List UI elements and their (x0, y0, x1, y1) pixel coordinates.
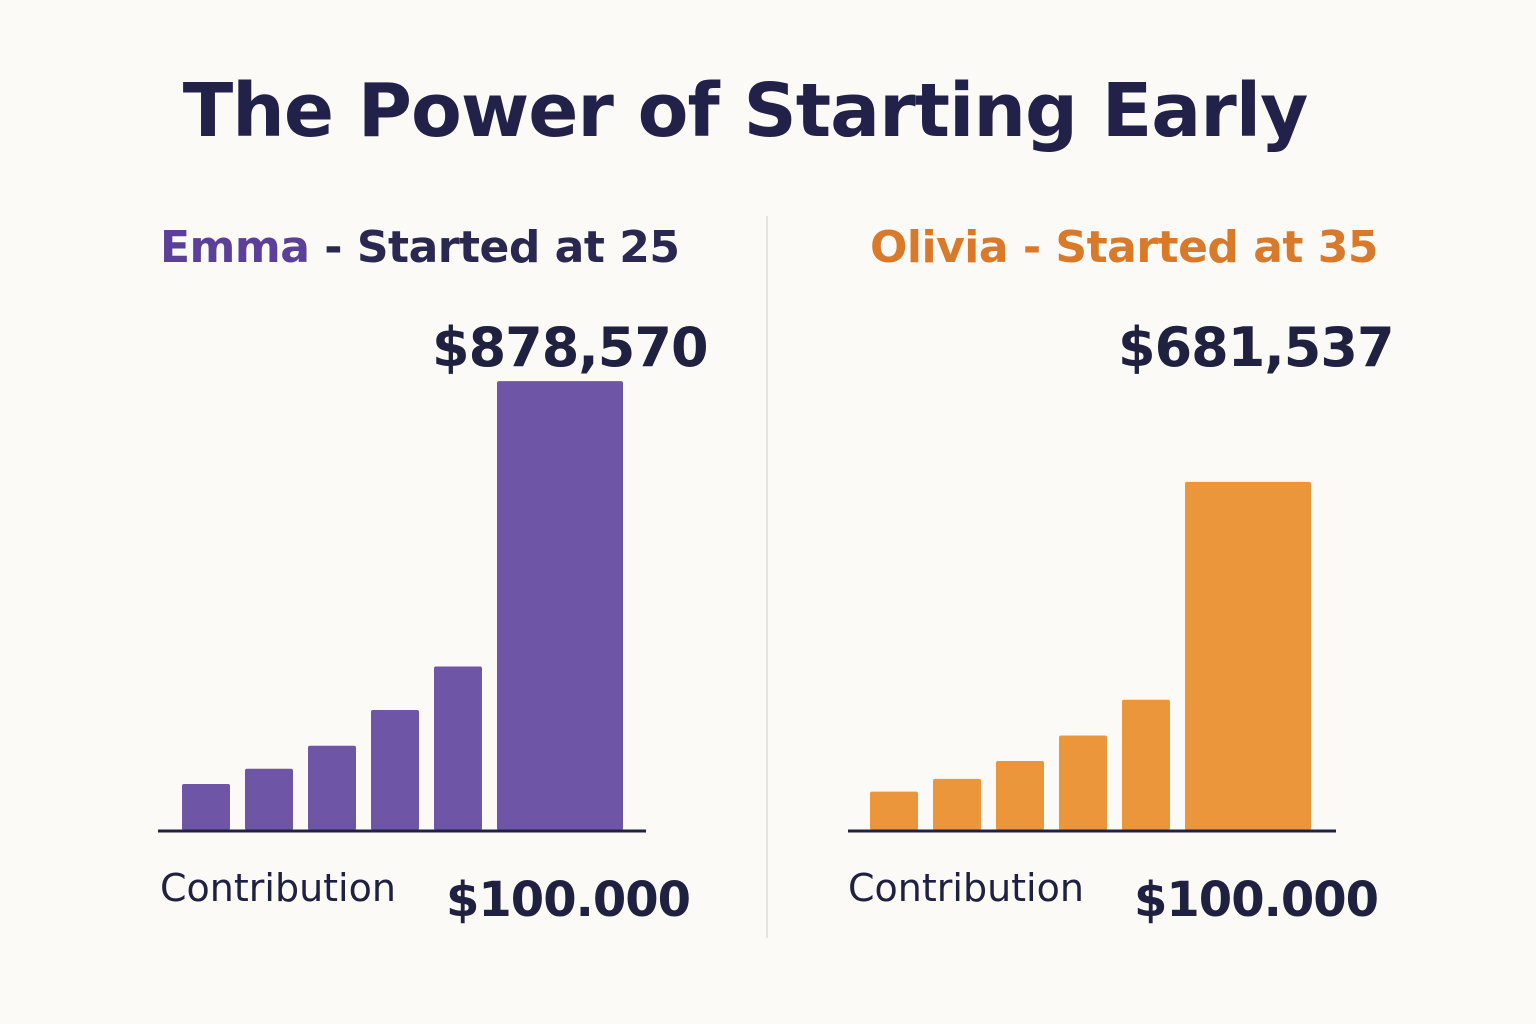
olivia-total-label: $681,537 (1118, 316, 1395, 379)
olivia-bar-1 (870, 791, 918, 830)
olivia-bar-4 (1059, 735, 1107, 830)
emma-bar-6 (497, 381, 623, 830)
emma-bar-2 (245, 768, 293, 830)
olivia-bar-3 (996, 761, 1044, 830)
olivia-panel: Olivia - Started at 35 $681,537 Contribu… (780, 0, 1520, 1024)
olivia-bar-chart (848, 481, 1336, 833)
emma-total-label: $878,570 (432, 316, 709, 379)
page-title: The Power of Starting Early (182, 68, 1309, 154)
emma-heading-rest: - Started at 25 (309, 222, 680, 273)
emma-bar-3 (308, 745, 356, 830)
emma-panel: Emma - Started at 25 $878,570 Contributi… (0, 0, 740, 1024)
emma-heading: Emma - Started at 25 (160, 222, 680, 273)
olivia-bar-6 (1185, 481, 1311, 830)
emma-bar-chart (158, 381, 646, 833)
olivia-contribution-label: Contribution (848, 866, 1084, 910)
emma-bar-1 (182, 784, 230, 830)
emma-bar-4 (371, 709, 419, 830)
olivia-heading: Olivia - Started at 35 (870, 222, 1379, 273)
emma-contribution-value: $100.000 (446, 872, 691, 928)
olivia-contribution-value: $100.000 (1134, 872, 1379, 928)
emma-bar-5 (434, 666, 482, 830)
emma-name: Emma (160, 222, 310, 273)
panel-divider (766, 216, 768, 938)
emma-contribution-label: Contribution (160, 866, 396, 910)
olivia-bar-5 (1122, 699, 1170, 830)
olivia-bar-2 (933, 778, 981, 830)
